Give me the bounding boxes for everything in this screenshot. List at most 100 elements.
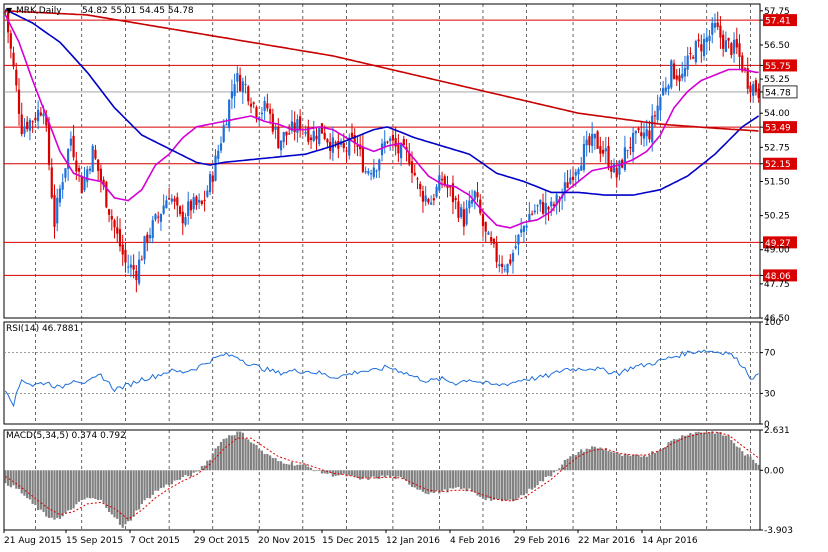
- macd-histogram-bar: [413, 470, 416, 488]
- candle-body: [495, 242, 498, 262]
- candle-body: [290, 121, 294, 131]
- macd-histogram-bar: [585, 448, 588, 471]
- macd-histogram-bar: [83, 470, 86, 500]
- candle-body: [26, 121, 29, 130]
- candle-body: [408, 152, 411, 165]
- macd-histogram-bar: [225, 438, 228, 471]
- macd-histogram-bar: [97, 470, 100, 501]
- candle-body: [672, 63, 676, 79]
- candle-body: [348, 137, 351, 156]
- candle-body: [383, 141, 386, 147]
- candle-body: [296, 119, 299, 133]
- macd-histogram-bar: [408, 470, 411, 485]
- candle-body: [241, 81, 244, 93]
- rsi-label: RSI(14) 46.7881: [6, 324, 79, 334]
- macd-histogram-bar: [359, 470, 362, 480]
- candle-body: [94, 149, 97, 159]
- candle-body: [514, 246, 517, 249]
- candle-body: [509, 259, 512, 264]
- candle-body: [555, 194, 558, 206]
- macd-histogram-bar: [580, 449, 583, 471]
- candle-body: [716, 22, 719, 27]
- macd-histogram-bar: [621, 455, 624, 471]
- macd-histogram-bar: [285, 464, 288, 471]
- candle-body: [421, 190, 425, 202]
- candle-body: [754, 80, 758, 93]
- candle-body: [211, 175, 214, 182]
- candle-body: [181, 211, 184, 224]
- macd-histogram-bar: [533, 470, 536, 488]
- candle-body: [132, 265, 135, 270]
- macd-histogram-bar: [424, 470, 427, 494]
- candle-body: [350, 132, 354, 137]
- candle-body: [500, 263, 504, 267]
- candle-body: [470, 200, 474, 204]
- macd-histogram-bar: [419, 470, 422, 490]
- macd-histogram-bar: [304, 464, 307, 471]
- macd-histogram-bar: [42, 470, 45, 512]
- candle-body: [389, 138, 392, 142]
- macd-histogram-bar: [206, 460, 209, 471]
- candle-body: [64, 168, 67, 178]
- candle-body: [473, 191, 476, 200]
- macd-histogram-bar: [713, 433, 717, 471]
- candle-body: [361, 146, 364, 172]
- candle-body: [741, 55, 744, 72]
- macd-histogram-bar: [681, 435, 684, 471]
- macd-histogram-bar: [531, 470, 534, 490]
- macd-histogram-bar: [664, 447, 667, 471]
- candle-body: [563, 182, 566, 192]
- candle-body: [37, 109, 40, 122]
- macd-histogram-bar: [481, 470, 485, 499]
- macd-histogram-bar: [623, 453, 627, 471]
- candle-body: [702, 39, 706, 57]
- candle-body: [642, 132, 646, 139]
- macd-histogram-bar: [64, 470, 67, 513]
- macd-histogram-bar: [651, 451, 654, 471]
- macd-histogram-bar: [137, 470, 141, 510]
- macd-histogram-bar: [683, 435, 687, 471]
- level-price-label: 49.27: [765, 239, 791, 249]
- macd-histogram-bar: [323, 470, 326, 474]
- candle-body: [159, 214, 163, 222]
- candle-body: [269, 109, 272, 114]
- macd-histogram-bar: [307, 466, 310, 471]
- macd-histogram-bar: [189, 470, 193, 477]
- macd-histogram-bar: [506, 470, 509, 501]
- candle-body: [230, 91, 233, 99]
- macd-histogram-bar: [154, 470, 157, 491]
- macd-histogram-bar: [69, 470, 72, 510]
- candle-body: [39, 112, 42, 116]
- macd-histogram-bar: [61, 470, 64, 517]
- macd-histogram-bar: [749, 456, 752, 471]
- macd-histogram-bar: [230, 435, 233, 471]
- macd-histogram-bar: [591, 446, 594, 471]
- macd-histogram-bar: [517, 470, 520, 498]
- macd-histogram-bar: [88, 470, 92, 499]
- candle-body: [451, 183, 455, 203]
- candle-body: [228, 100, 231, 128]
- macd-histogram-bar: [312, 470, 315, 472]
- candle-body: [416, 178, 419, 180]
- candle-body: [413, 172, 416, 176]
- macd-histogram-bar: [348, 470, 351, 476]
- candle-body: [419, 183, 422, 190]
- candle-body: [56, 197, 59, 224]
- candle-body: [730, 43, 733, 56]
- x-tick-label: 21 Aug 2015: [4, 536, 62, 546]
- level-price-label: 57.41: [765, 17, 791, 27]
- candle-body: [91, 145, 94, 173]
- candle-body: [110, 215, 113, 220]
- macd-histogram-bar: [498, 470, 501, 500]
- macd-histogram-bar: [195, 470, 198, 472]
- candle-body: [140, 259, 143, 261]
- candle-body: [580, 165, 583, 171]
- candle-body: [97, 159, 100, 171]
- candle-body: [255, 107, 258, 119]
- macd-histogram-bar: [173, 470, 176, 481]
- candle-body: [517, 234, 520, 245]
- macd-histogram-bar: [148, 470, 152, 499]
- macd-histogram-bar: [290, 462, 294, 471]
- candle-body: [457, 201, 460, 218]
